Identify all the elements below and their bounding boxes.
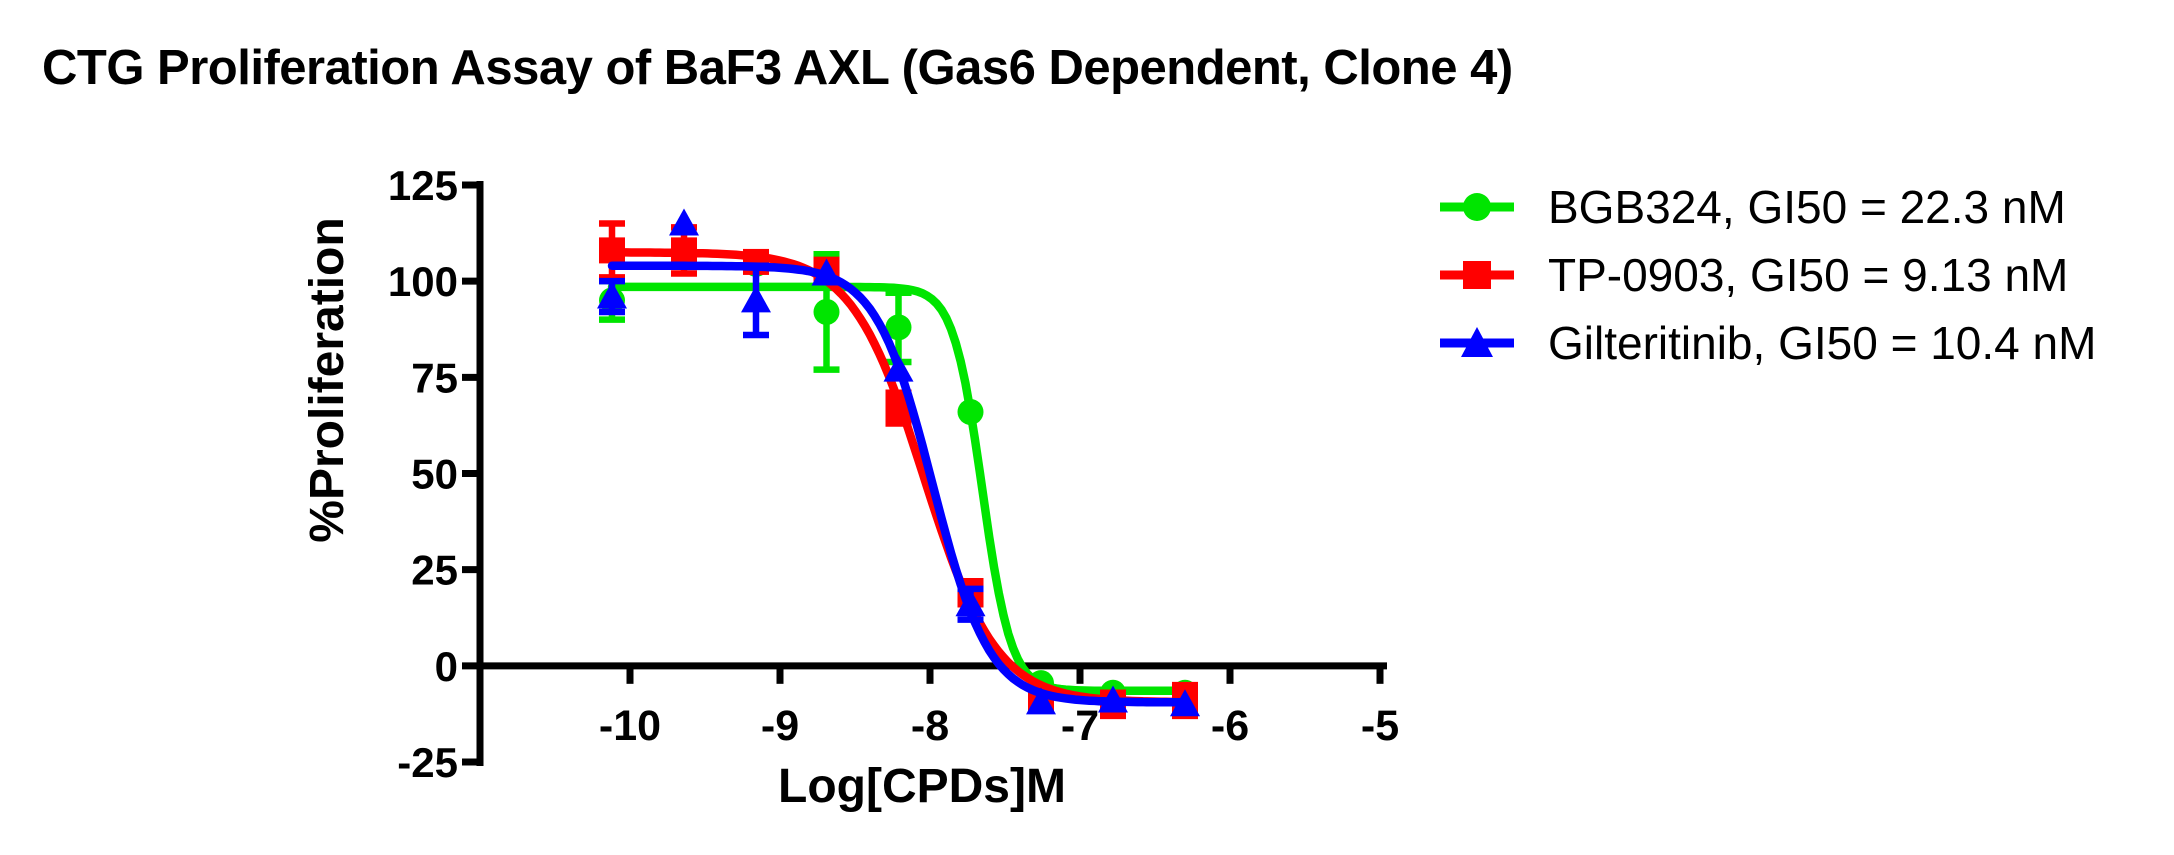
legend-triangle-icon — [1440, 327, 1514, 357]
legend-item-tp0903: TP-0903, GI50 = 9.13 nM — [1438, 249, 2096, 301]
x-tick-label: -10 — [599, 702, 661, 750]
legend-label-gilteritinib: Gilteritinib, GI50 = 10.4 nM — [1548, 317, 2097, 369]
y-tick-label: 50 — [411, 451, 458, 498]
data-point-marker — [599, 237, 625, 264]
legend-item-gilteritinib: Gilteritinib, GI50 = 10.4 nM — [1438, 317, 2096, 369]
data-point-marker — [741, 285, 771, 313]
legend-item-bgb324: BGB324, GI50 = 22.3 nM — [1438, 181, 2096, 233]
legend-label-bgb324: BGB324, GI50 = 22.3 nM — [1548, 181, 2066, 233]
data-point-marker — [671, 237, 697, 264]
data-point-marker — [1170, 689, 1200, 717]
x-tick-label: -5 — [1361, 702, 1399, 750]
legend-label-tp0903: TP-0903, GI50 = 9.13 nM — [1548, 249, 2069, 301]
x-tick-label: -9 — [761, 702, 799, 750]
y-axis-label: %Proliferation — [301, 217, 354, 542]
legend-marker-green — [1463, 193, 1491, 221]
data-point-marker — [955, 589, 986, 617]
data-point-marker — [811, 258, 842, 286]
data-point-marker — [1026, 687, 1056, 715]
x-tick-label: -8 — [911, 702, 949, 750]
y-tick-label: 0 — [435, 643, 458, 690]
data-point-marker — [813, 298, 840, 325]
series-bgb324 — [599, 237, 1198, 706]
series-gilteritinib — [597, 208, 1200, 717]
x-tick-label: -7 — [1061, 702, 1099, 750]
fit-curve — [607, 282, 1190, 696]
legend: BGB324, GI50 = 22.3 nM TP-0903, GI50 = 9… — [1438, 181, 2096, 369]
chart-title: CTG Proliferation Assay of BaF3 AXL (Gas… — [42, 41, 1513, 95]
data-point-marker — [669, 208, 699, 236]
x-tick-label: -6 — [1211, 702, 1249, 750]
legend-marker-blue — [1461, 327, 1493, 357]
legend-square-icon — [1440, 261, 1514, 289]
y-tick-label: 125 — [388, 162, 458, 209]
axes — [462, 181, 1387, 766]
data-point-marker — [885, 314, 912, 341]
y-tick-label: -25 — [397, 739, 458, 786]
y-tick-label: 75 — [411, 354, 458, 401]
y-tick-label: 100 — [388, 258, 458, 305]
data-point-marker — [883, 354, 914, 382]
y-tick-label: 25 — [411, 547, 458, 594]
data-point-marker — [597, 281, 627, 309]
x-axis-label: Log[CPDs]M — [778, 760, 1066, 813]
axis-labels: -10 -9 -8 -7 -6 -5 125 100 75 50 25 0 -25 Log[CPDs]M%… — [301, 162, 1399, 813]
legend-circle-icon — [1440, 193, 1514, 221]
data-point-marker — [1098, 685, 1128, 713]
data-point-marker — [957, 398, 984, 425]
legend-marker-red — [1463, 261, 1491, 289]
